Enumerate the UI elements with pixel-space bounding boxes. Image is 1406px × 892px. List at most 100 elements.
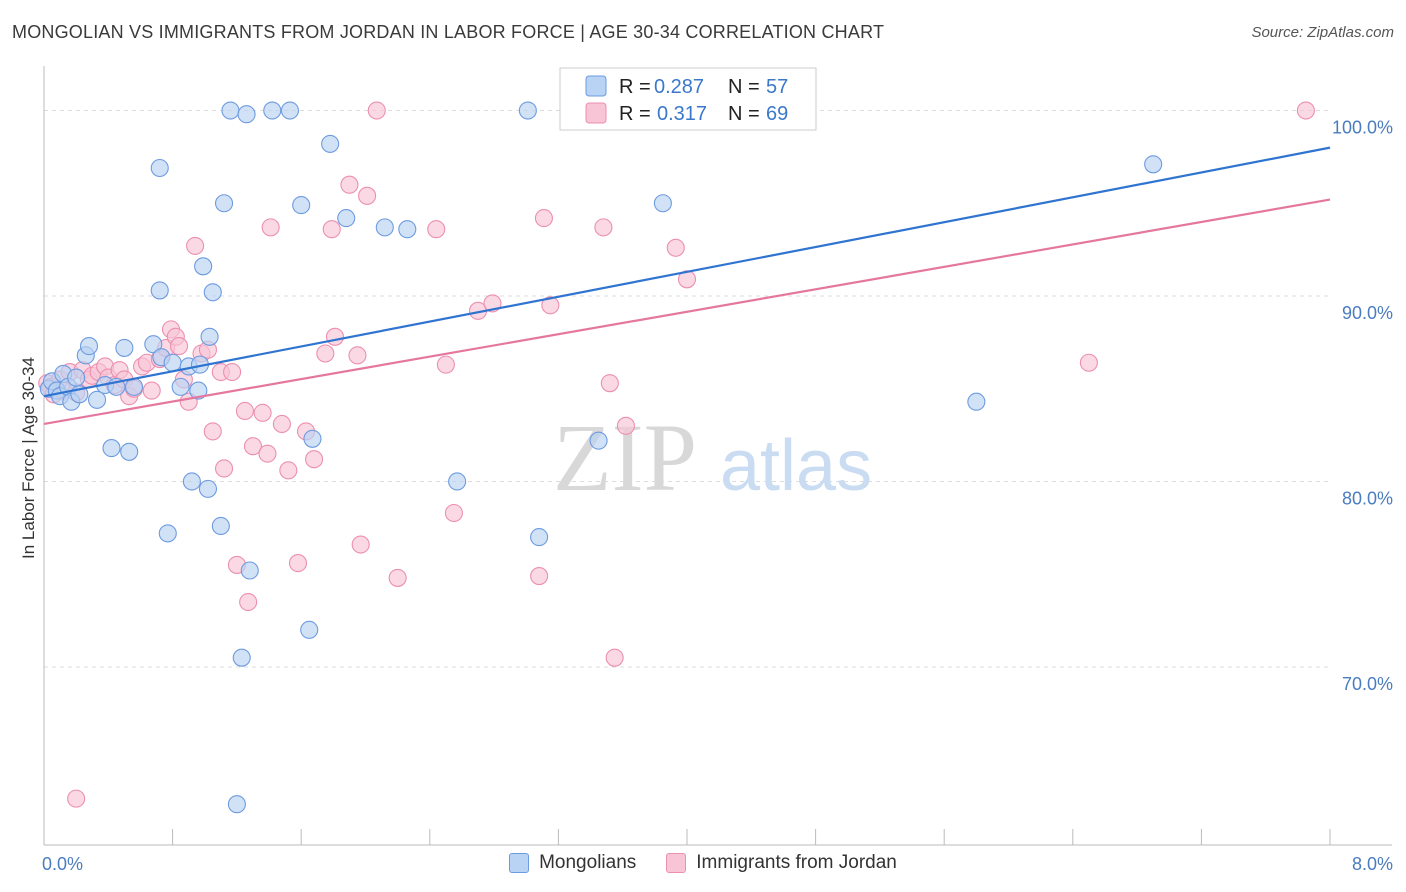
- watermark: ZIP atlas: [553, 404, 872, 511]
- mongolians-point: [240, 561, 259, 580]
- legend-pink-swatch: [585, 102, 607, 124]
- source-credit: Source: ZipAtlas.com: [1251, 24, 1394, 41]
- mongolians-point: [221, 101, 240, 120]
- y-tick-label: 100.0%: [1332, 118, 1393, 138]
- mongolians-point: [211, 516, 230, 536]
- chart-title: MONGOLIAN VS IMMIGRANTS FROM JORDAN IN L…: [12, 22, 885, 42]
- mongolians-point: [194, 257, 213, 276]
- legend-mongolians-swatch: [509, 853, 530, 873]
- jordan-point: [239, 592, 258, 612]
- mongolians-point: [300, 620, 319, 639]
- mongolians-point: [530, 528, 549, 547]
- y-tick-label: 70.0%: [1342, 674, 1393, 694]
- legend-blue-r-label: R =: [619, 76, 651, 98]
- mongolians-point: [102, 439, 121, 458]
- axes: [43, 66, 1392, 846]
- mongolians-point: [227, 795, 246, 814]
- legend-mongolians-label: Mongolians: [539, 852, 637, 873]
- jordan-point: [67, 789, 86, 808]
- legend-jordan-label: Immigrants from Jordan: [696, 852, 897, 873]
- jordan-point: [223, 362, 242, 382]
- jordan-point: [358, 186, 377, 205]
- jordan-point: [272, 414, 291, 434]
- jordan-point: [258, 444, 277, 463]
- legend-jordan-swatch: [666, 853, 687, 873]
- jordan-point: [530, 567, 549, 586]
- mongolians-point: [87, 390, 107, 409]
- jordan-point: [243, 437, 263, 456]
- mongolians-point: [337, 209, 356, 228]
- mongolians-point: [150, 158, 169, 178]
- jordan-point: [541, 296, 560, 315]
- jordan-point: [1079, 353, 1098, 372]
- jordan-point: [427, 220, 446, 239]
- mongolians-point: [163, 353, 182, 372]
- mongolians-point: [653, 194, 672, 213]
- jordan-point: [340, 175, 359, 194]
- x-tick-label: 8.0%: [1352, 854, 1393, 874]
- jordan-point: [325, 327, 345, 346]
- y-tick-labels: 100.0% 90.0% 80.0% 70.0%: [1332, 118, 1393, 694]
- x-tick-label: 0.0%: [42, 854, 83, 874]
- jordan-point: [305, 450, 324, 469]
- jordan-point: [444, 503, 463, 523]
- jordan-point: [594, 218, 613, 237]
- mongolians-point: [115, 338, 134, 357]
- jordan-point: [261, 218, 280, 237]
- jordan-point: [253, 403, 272, 422]
- legend-blue-n-label: N =: [728, 76, 760, 98]
- mongolians-point: [120, 442, 139, 461]
- mongolians-point: [144, 335, 163, 354]
- mongolians-point: [171, 377, 190, 396]
- jordan-point: [279, 461, 298, 480]
- gridlines: [44, 110, 1332, 668]
- legend-blue-swatch: [585, 75, 607, 97]
- jordan-point: [534, 209, 553, 228]
- jordan-point: [316, 344, 335, 363]
- jordan-point: [367, 101, 386, 120]
- jordan-point: [600, 374, 619, 393]
- mongolians-point: [263, 101, 282, 120]
- mongolians-point: [182, 472, 201, 491]
- legend-top: R = 0.287 N = 57 R = 0.317 N = 69: [559, 67, 817, 131]
- jordan-point: [235, 401, 254, 421]
- jordan-point: [322, 220, 341, 239]
- y-tick-label: 90.0%: [1342, 303, 1393, 323]
- mongolians-point: [518, 101, 537, 120]
- jordan-point: [203, 422, 222, 441]
- mongolians-point: [375, 218, 394, 237]
- y-axis-label: In Labor Force | Age 30-34: [19, 357, 38, 559]
- mongolians-point: [280, 101, 299, 120]
- legend-pink-r-label: R =: [619, 103, 651, 125]
- legend-item-mongolians: Mongolians: [509, 852, 636, 874]
- mongolians-point: [198, 479, 218, 498]
- jordan-point: [351, 535, 370, 554]
- jordan-point: [388, 568, 407, 587]
- mongolians-point: [158, 524, 177, 543]
- mongolians-point: [237, 105, 256, 124]
- mongolians-trend-line: [43, 146, 1331, 398]
- legend-item-jordan: Immigrants from Jordan: [666, 852, 897, 874]
- mongolians-point: [232, 648, 251, 667]
- mongolians-point: [150, 281, 169, 300]
- mongolians-point: [303, 429, 322, 448]
- jordan-point: [186, 236, 205, 255]
- jordan-point: [142, 381, 161, 400]
- watermark-atlas: atlas: [720, 426, 872, 506]
- jordan-point: [348, 346, 367, 365]
- legend-bottom: Mongolians Immigrants from Jordan: [0, 852, 1406, 874]
- legend-pink-n-value: 69: [766, 103, 788, 125]
- jordan-point: [1296, 101, 1315, 120]
- jordan-point: [666, 238, 685, 257]
- mongolians-point: [448, 472, 467, 491]
- mongolians-point: [321, 134, 340, 153]
- mongolians-point: [189, 381, 208, 400]
- mongolians-point: [398, 220, 417, 239]
- y-tick-label: 80.0%: [1342, 488, 1393, 508]
- jordan-point: [214, 459, 234, 478]
- jordan-point: [605, 648, 624, 667]
- mongolians-point: [79, 337, 99, 356]
- jordan-point: [169, 337, 189, 356]
- legend-blue-n-value: 57: [766, 76, 788, 98]
